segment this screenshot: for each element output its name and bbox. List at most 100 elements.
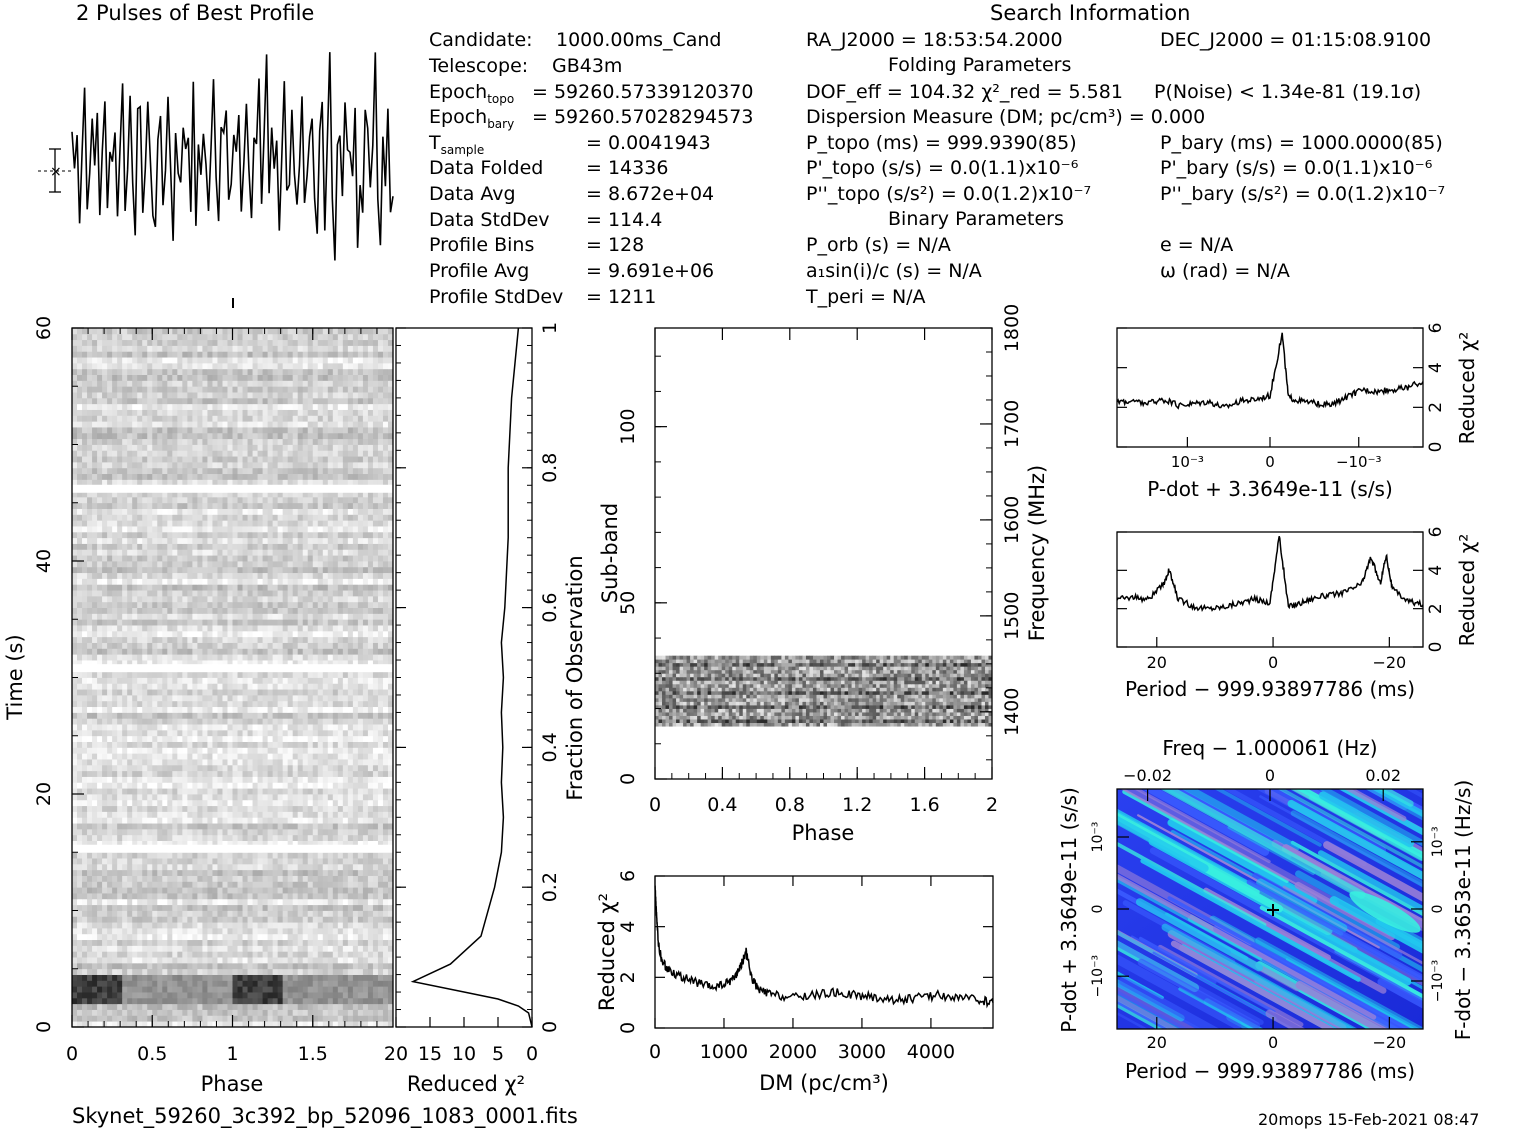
time-phase-cell [162, 689, 168, 696]
time-phase-cell [172, 875, 178, 882]
time-phase-cell [232, 962, 238, 970]
time-phase-cell [352, 677, 359, 684]
time-phase-cell [122, 858, 128, 865]
time-phase-cell [107, 648, 113, 655]
time-phase-cell [357, 893, 364, 900]
time-phase-cell [102, 625, 108, 632]
time-phase-cell [207, 724, 213, 731]
time-phase-cell [202, 881, 208, 888]
time-phase-cell [247, 613, 253, 620]
time-phase-cell [142, 811, 148, 818]
time-phase-cell [352, 706, 359, 713]
time-phase-cell [107, 683, 113, 690]
time-phase-cell [342, 584, 349, 591]
time-phase-cell [322, 951, 329, 958]
time-phase-cell [282, 805, 289, 812]
time-phase-cell [357, 927, 364, 935]
time-phase-cell [252, 974, 258, 981]
time-phase-cell [232, 869, 238, 876]
time-phase-cell [267, 951, 274, 958]
time-phase-cell [257, 671, 263, 678]
time-phase-cell [372, 788, 379, 795]
time-phase-cell [242, 916, 248, 923]
time-phase-cell [187, 893, 193, 900]
time-phase-cell [262, 828, 269, 836]
time-phase-cell [322, 997, 329, 1005]
time-phase-cell [337, 898, 344, 906]
time-phase-cell [372, 817, 379, 824]
time-phase-cell [147, 957, 153, 964]
time-phase-cell [307, 811, 314, 818]
time-phase-cell [217, 613, 223, 620]
time-phase-cell [257, 590, 263, 597]
time-phase-cell [172, 945, 178, 952]
time-phase-cell [152, 840, 158, 847]
time-phase-cell [232, 817, 238, 824]
time-phase-cell [97, 625, 103, 632]
p-topo-value: P_topo (ms) = 999.9390(85) [806, 132, 1077, 154]
time-phase-cell [287, 689, 294, 696]
time-phase-cell [197, 625, 203, 632]
time-phase-cell [222, 823, 228, 830]
time-phase-cell [72, 712, 78, 719]
time-phase-cell [102, 619, 108, 626]
time-phase-cell [247, 747, 253, 754]
time-phase-cell [122, 922, 128, 929]
time-phase-cell [327, 584, 334, 591]
time-phase-cell [247, 916, 253, 923]
time-phase-cell [312, 945, 319, 952]
time-phase-cell [327, 677, 334, 684]
time-phase-cell [192, 683, 198, 690]
time-phase-cell [332, 904, 339, 911]
time-phase-cell [317, 770, 324, 777]
time-phase-cell [237, 962, 243, 970]
time-phase-cell [292, 747, 299, 754]
time-phase-cell [237, 968, 243, 975]
time-phase-cell [92, 893, 98, 900]
time-phase-cell [117, 630, 123, 638]
time-phase-cell [292, 782, 299, 789]
time-phase-cell [387, 922, 394, 929]
time-phase-cell [97, 1021, 103, 1028]
time-phase-cell [332, 1015, 339, 1022]
time-phase-cell [347, 817, 354, 824]
time-phase-cell [152, 741, 158, 748]
time-phase-cell [77, 968, 83, 975]
time-phase-cell [207, 817, 213, 824]
time-phase-cell [257, 910, 263, 917]
time-phase-cell [192, 962, 198, 970]
folding-params-title: Folding Parameters [888, 54, 1072, 76]
time-phase-cell [122, 590, 128, 597]
time-phase-cell [207, 630, 213, 638]
time-phase-cell [302, 817, 309, 824]
time-phase-cell [212, 951, 218, 958]
time-phase-cell [162, 753, 168, 760]
time-phase-cell [132, 1009, 138, 1016]
time-phase-cell [72, 642, 78, 649]
time-phase-cell [207, 660, 213, 667]
time-phase-cell [362, 660, 369, 667]
time-phase-cell [107, 1015, 113, 1022]
time-phase-cell [302, 927, 309, 935]
time-phase-cell [162, 1009, 168, 1016]
time-phase-cell [292, 858, 299, 865]
time-phase-cell [157, 671, 163, 678]
time-phase-cell [327, 1021, 334, 1028]
time-phase-cell [252, 741, 258, 748]
time-phase-cell [132, 939, 138, 946]
time-phase-cell [282, 840, 289, 847]
time-phase-cell [382, 706, 389, 713]
time-phase-cell [287, 881, 294, 888]
time-phase-cell [242, 700, 248, 708]
time-phase-cell [82, 916, 88, 923]
time-phase-cell [202, 706, 208, 713]
time-phase-cell [112, 694, 118, 702]
time-phase-cell [262, 916, 269, 923]
time-phase-cell [227, 601, 233, 608]
time-phase-cell [297, 753, 304, 760]
time-phase-cell [247, 590, 253, 597]
time-phase-cell [262, 718, 269, 725]
time-phase-cell [157, 700, 163, 708]
time-phase-cell [82, 724, 88, 731]
time-phase-cell [97, 794, 103, 801]
